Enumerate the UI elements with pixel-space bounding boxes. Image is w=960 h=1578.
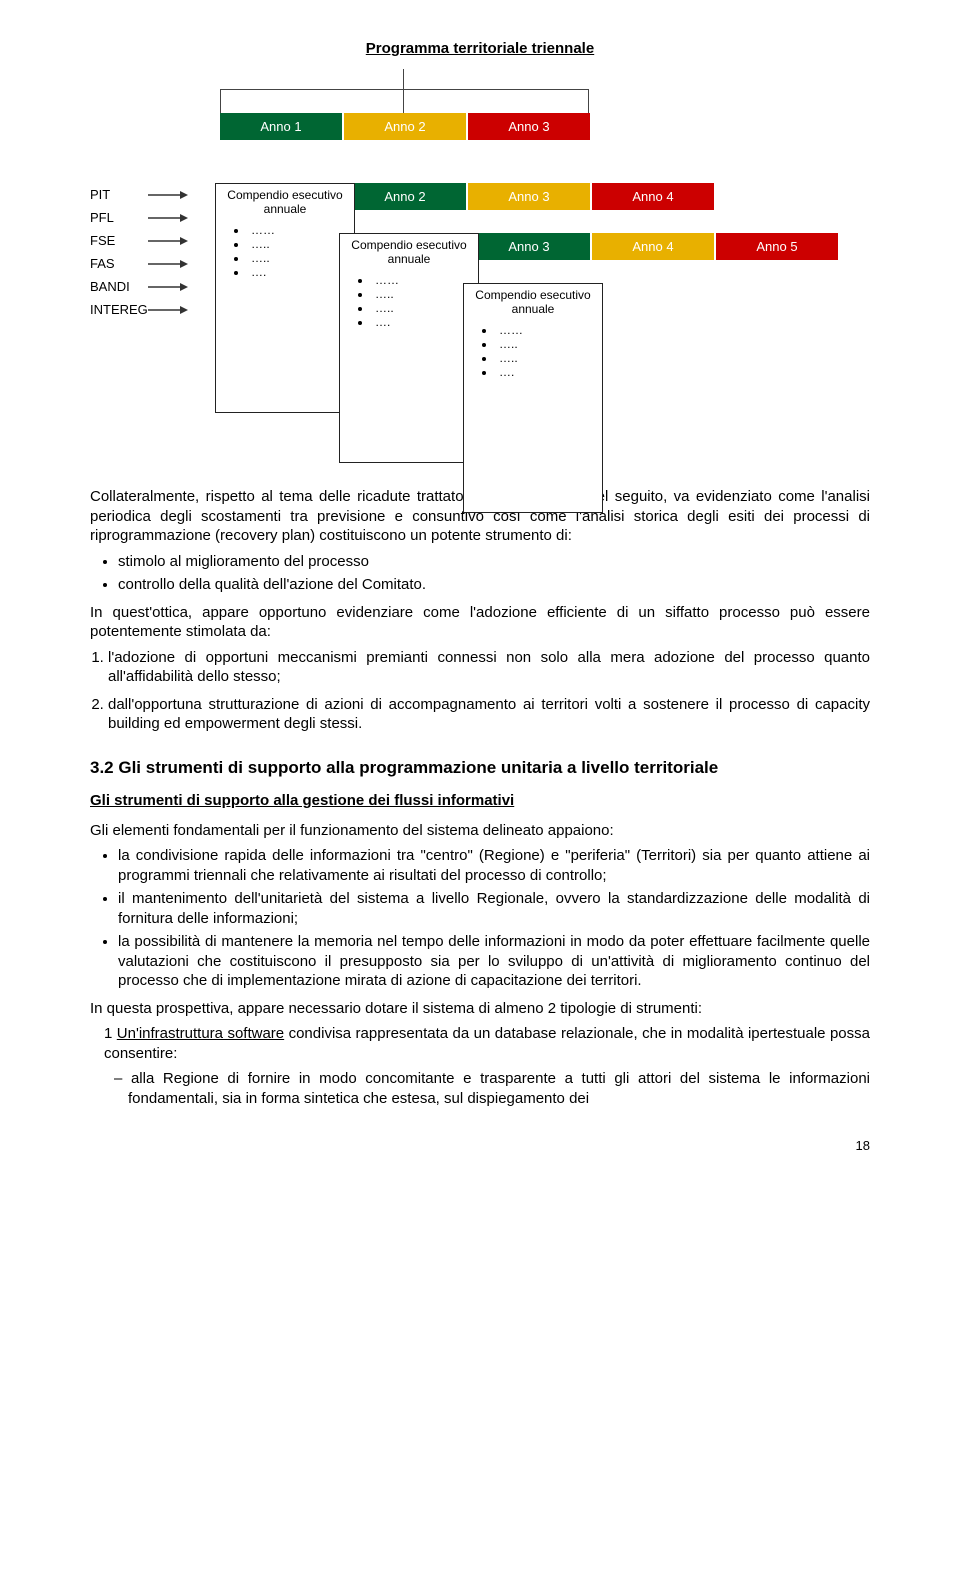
- connector: [403, 89, 404, 113]
- compendio-label: Compendio esecutivo annuale: [348, 238, 470, 267]
- list-item: l'adozione di opportuni meccanismi premi…: [108, 648, 870, 687]
- bullet-item: …..: [234, 251, 346, 265]
- compendio-label: Compendio esecutivo annuale: [224, 188, 346, 217]
- compendio-box-2: Compendio esecutivo annuale ………..…..….: [339, 233, 479, 463]
- arrow-right-icon: [148, 190, 188, 200]
- bullet-item: …..: [234, 237, 346, 251]
- source-label: PFL: [90, 210, 188, 225]
- bullet-item: ….: [234, 265, 346, 279]
- section-subheading: Gli strumenti di supporto alla gestione …: [90, 792, 870, 809]
- source-labels: PIT PFL FSE FAS BANDI INTEREG: [90, 187, 188, 325]
- bullet-item: …..: [358, 287, 470, 301]
- diagram-title: Programma territoriale triennale: [90, 40, 870, 57]
- year-box: Anno 5: [716, 233, 838, 260]
- year-box: Anno 1: [220, 113, 342, 140]
- connector: [220, 89, 221, 113]
- bullet-item: ……: [234, 223, 346, 237]
- bullet-item: …..: [358, 301, 470, 315]
- year-row-1: Anno 1Anno 2Anno 3: [220, 113, 590, 140]
- source-label-text: FSE: [90, 233, 148, 248]
- paragraph: In questa prospettiva, appare necessario…: [90, 999, 870, 1019]
- numbered-item: 1 Un'infrastruttura software condivisa r…: [104, 1024, 870, 1063]
- source-label-text: BANDI: [90, 279, 148, 294]
- year-row-2: Anno 2Anno 3Anno 4: [344, 183, 714, 210]
- connector: [403, 69, 404, 89]
- source-label: BANDI: [90, 279, 188, 294]
- arrow-right-icon: [148, 259, 188, 269]
- year-box: Anno 4: [592, 183, 714, 210]
- arrow-right-icon: [148, 305, 188, 315]
- year-box: Anno 3: [468, 183, 590, 210]
- year-box: Anno 2: [344, 183, 466, 210]
- source-label-text: PIT: [90, 187, 148, 202]
- source-label-text: PFL: [90, 210, 148, 225]
- source-label-text: FAS: [90, 256, 148, 271]
- list-item: la condivisione rapida delle informazion…: [118, 846, 870, 885]
- bullet-item: ….: [482, 365, 594, 379]
- year-box: Anno 3: [468, 113, 590, 140]
- connector: [588, 89, 589, 113]
- list-item: la possibilità di mantenere la memoria n…: [118, 932, 870, 991]
- bullet-item: …..: [482, 351, 594, 365]
- page-number: 18: [90, 1138, 870, 1153]
- item-number: 1: [104, 1025, 117, 1042]
- year-box: Anno 4: [592, 233, 714, 260]
- list-item: stimolo al miglioramento del processo: [118, 552, 870, 572]
- bullet-item: ……: [358, 273, 470, 287]
- dash-list-item: alla Regione di fornire in modo concomit…: [128, 1069, 870, 1108]
- compendio-label: Compendio esecutivo annuale: [472, 288, 594, 317]
- diagram: Anno 1Anno 2Anno 3 PITPFLFSEFASBANDIINTE…: [90, 77, 870, 457]
- paragraph: In quest'ottica, appare opportuno eviden…: [90, 603, 870, 642]
- source-label: FSE: [90, 233, 188, 248]
- source-label-text: INTEREG: [90, 302, 148, 317]
- arrow-right-icon: [148, 236, 188, 246]
- arrow-right-icon: [148, 282, 188, 292]
- section-heading: 3.2 Gli strumenti di supporto alla progr…: [90, 758, 870, 778]
- year-row-3: Anno 3Anno 4Anno 5: [468, 233, 838, 260]
- list-item: dall'opportuna strutturazione di azioni …: [108, 695, 870, 734]
- year-box: Anno 3: [468, 233, 590, 260]
- year-box: Anno 2: [344, 113, 466, 140]
- compendio-box-3: Compendio esecutivo annuale ………..…..….: [463, 283, 603, 513]
- compendio-box-1: Compendio esecutivo annuale ………..…..….: [215, 183, 355, 413]
- list-item: il mantenimento dell'unitarietà del sist…: [118, 889, 870, 928]
- arrow-right-icon: [148, 213, 188, 223]
- source-label: FAS: [90, 256, 188, 271]
- bullet-item: ….: [358, 315, 470, 329]
- bullet-item: ……: [482, 323, 594, 337]
- source-label: INTEREG: [90, 302, 188, 317]
- list-item: controllo della qualità dell'azione del …: [118, 575, 870, 595]
- paragraph: Gli elementi fondamentali per il funzion…: [90, 821, 870, 841]
- underlined-term: Un'infrastruttura software: [117, 1025, 284, 1042]
- connector: [220, 89, 588, 90]
- source-label: PIT: [90, 187, 188, 202]
- bullet-item: …..: [482, 337, 594, 351]
